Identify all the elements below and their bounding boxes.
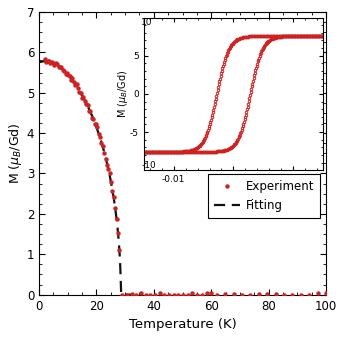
Fitting — [38, 59, 42, 63]
Line: Experiment: Experiment — [43, 57, 328, 297]
Line: Fitting: Fitting — [40, 61, 134, 295]
Fitting — [132, 293, 136, 297]
Fitting — [95, 128, 99, 132]
Y-axis label: M ($\mu_B$/Gd): M ($\mu_B$/Gd) — [7, 122, 24, 184]
Experiment — [248, 293, 252, 297]
Experiment — [58, 65, 62, 69]
Fitting — [94, 123, 98, 127]
Experiment — [55, 62, 59, 66]
X-axis label: Temperature (K): Temperature (K) — [129, 318, 236, 331]
Experiment — [105, 163, 109, 167]
Legend: Experiment, Fitting: Experiment, Fitting — [208, 174, 320, 218]
Fitting — [123, 293, 127, 297]
Experiment — [120, 293, 124, 297]
Experiment — [324, 291, 328, 295]
Experiment — [68, 74, 72, 78]
Experiment — [90, 116, 94, 120]
Fitting — [117, 243, 121, 247]
Fitting — [119, 293, 123, 297]
Fitting — [38, 59, 42, 63]
Experiment — [43, 57, 47, 61]
Fitting — [94, 122, 98, 126]
